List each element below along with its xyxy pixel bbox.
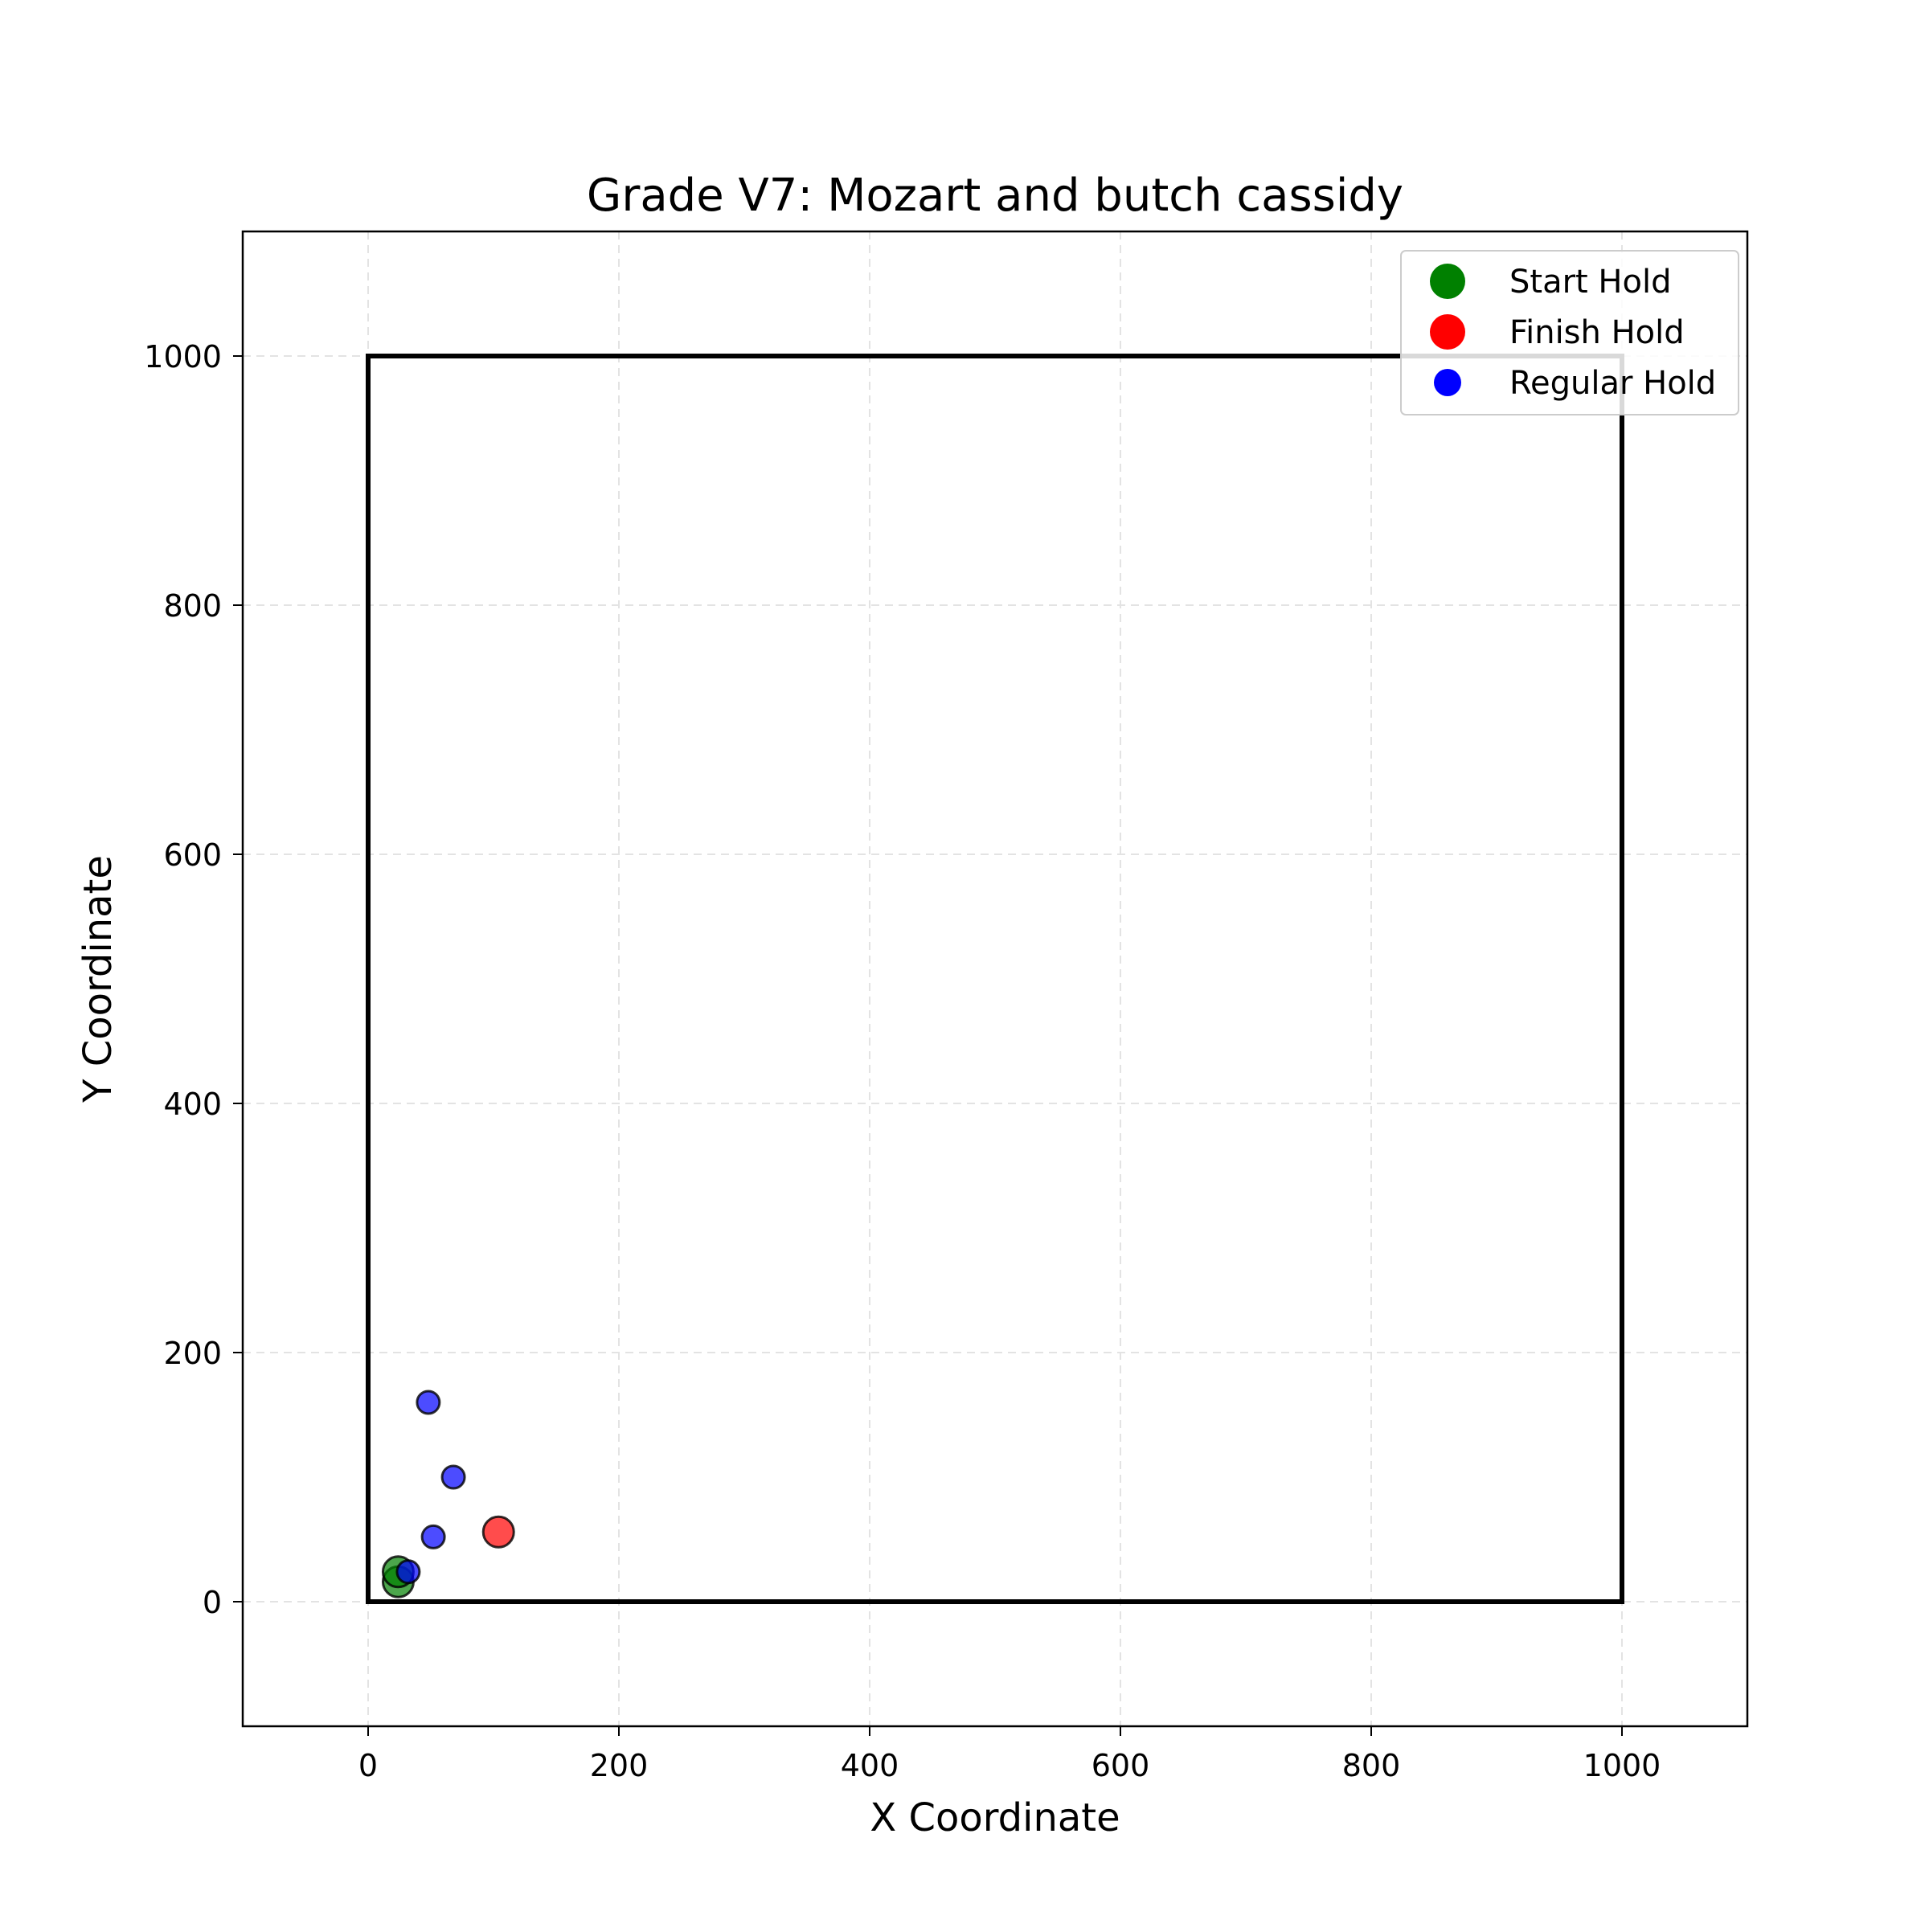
x-tick-label: 200	[590, 1748, 649, 1783]
board-outline	[366, 354, 1624, 1604]
y-tick-label: 200	[163, 1336, 222, 1371]
regular-hold-point	[416, 1390, 441, 1415]
x-axis-ticks: 0 200 400 600 800 1000	[358, 1726, 1661, 1783]
legend-label-start-hold: Start Hold	[1509, 264, 1671, 301]
legend: Start Hold Finish Hold Regular Hold	[1400, 250, 1739, 415]
chart-title: Grade V7: Mozart and butch cassidy	[587, 170, 1403, 222]
legend-label-finish-hold: Finish Hold	[1509, 314, 1685, 351]
legend-marker-finish-hold	[1430, 314, 1465, 350]
x-tick-label: 800	[1342, 1748, 1401, 1783]
y-axis-ticks: 0 200 400 600 800 1000	[144, 339, 243, 1620]
y-tick-label: 0	[203, 1585, 222, 1620]
data-points	[381, 1390, 515, 1598]
regular-hold-point	[420, 1524, 446, 1549]
x-tick-label: 400	[841, 1748, 899, 1783]
legend-label-regular-hold: Regular Hold	[1509, 365, 1716, 402]
y-tick-label: 1000	[144, 339, 222, 375]
x-tick-label: 600	[1091, 1748, 1150, 1783]
regular-hold-point	[440, 1464, 466, 1490]
axes-frame	[241, 230, 1749, 1728]
regular-hold-point	[395, 1559, 421, 1585]
x-tick-label: 0	[358, 1748, 378, 1783]
finish-hold-point	[481, 1515, 515, 1549]
legend-marker-regular-hold	[1434, 369, 1461, 396]
y-tick-label: 800	[163, 588, 222, 624]
y-tick-label: 400	[163, 1087, 222, 1122]
legend-box	[1400, 250, 1739, 415]
legend-marker-start-hold	[1430, 264, 1465, 299]
y-axis-label: Y Coordinate	[76, 855, 121, 1103]
board-outline-layer	[366, 354, 1624, 1604]
x-axis-label: X Coordinate	[870, 1795, 1120, 1840]
y-tick-label: 600	[163, 837, 222, 873]
x-tick-label: 1000	[1583, 1748, 1661, 1783]
